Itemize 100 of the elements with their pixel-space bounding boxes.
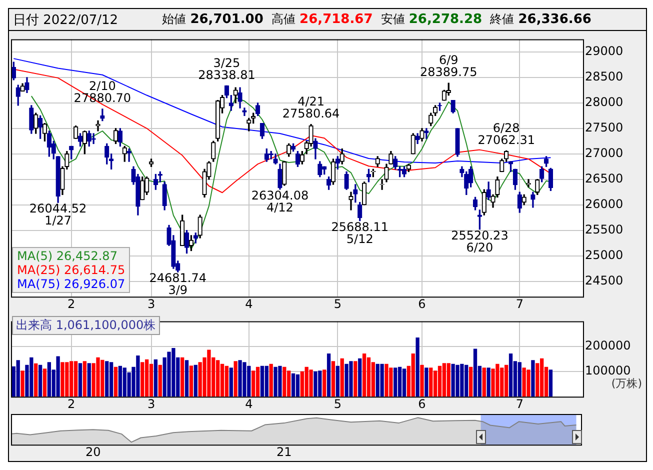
x-tick-label: 7 (516, 296, 524, 311)
y-tick-label: 29000 (585, 44, 624, 58)
bar (269, 364, 273, 397)
text: MA(25) 26,614.75 (17, 263, 126, 277)
bar (322, 370, 326, 397)
bar (38, 364, 42, 397)
bar (424, 368, 428, 397)
y-tick-label: 28000 (585, 95, 624, 110)
x-tick-label: 2 (68, 396, 76, 411)
bar (282, 366, 286, 397)
bar (526, 370, 530, 397)
bar (362, 354, 366, 397)
annotation: 26304.08 4/12 (251, 188, 309, 214)
annotation: 24681.74 3/9 (149, 271, 207, 298)
annotation: 6/9 28389.75 (420, 53, 478, 80)
bar (180, 357, 184, 397)
bar (260, 366, 264, 397)
bar (331, 361, 336, 397)
y-tick-label: 27500 (585, 120, 624, 135)
bar (224, 366, 229, 397)
bar (234, 361, 238, 397)
text: 終値 26,336.66 (490, 12, 592, 27)
y-tick-label: 25000 (585, 248, 624, 262)
bar (189, 366, 194, 397)
bar (336, 366, 340, 397)
bar (20, 370, 24, 397)
x-tick-label: 21 (276, 444, 292, 459)
bar (109, 362, 114, 397)
text: MA(5) 26,452.87 (17, 249, 118, 263)
annotation: 6/28 27062.31 (478, 120, 535, 147)
bar (420, 364, 424, 397)
bar (358, 358, 362, 397)
bar (144, 359, 149, 397)
bar (220, 364, 224, 397)
x-tick-label: 7 (516, 396, 524, 411)
bar (548, 370, 553, 397)
bar (402, 368, 406, 397)
bar (16, 360, 20, 397)
y-tick-label: 28500 (585, 70, 624, 84)
bar (486, 368, 490, 397)
x-tick-label: 5 (334, 296, 342, 311)
x-tick-label: 4 (245, 296, 253, 311)
chart-title: 日付 2022/07/12 (13, 12, 118, 28)
bar (149, 364, 154, 397)
y-tick-label: 25500 (585, 222, 624, 236)
bar (411, 354, 415, 397)
bar (309, 370, 313, 397)
x-tick-label: 4 (245, 396, 253, 411)
bar (354, 361, 358, 397)
x-tick-label: 3 (147, 296, 156, 311)
bar (296, 374, 300, 397)
y-tick-label: 26000 (585, 196, 624, 211)
annotation: 25520.23 6/20 (451, 228, 508, 254)
x-tick-label: 3 (147, 396, 156, 411)
bar (508, 354, 513, 397)
y-tick-label: 100000 (585, 364, 631, 378)
bar (82, 361, 87, 397)
y-tick-label: 200000 (585, 338, 631, 352)
bar (473, 348, 478, 397)
x-tick-label: 6 (418, 396, 426, 411)
bar (74, 361, 78, 397)
candlestick (348, 192, 354, 210)
bar (291, 373, 296, 397)
x-tick-label: 6 (418, 296, 426, 311)
x-tick-label: 20 (85, 444, 101, 459)
bar (442, 363, 446, 397)
bar (264, 366, 268, 397)
bar (118, 366, 122, 397)
bar (416, 337, 420, 397)
y-tick-label: 24500 (585, 273, 624, 288)
bar (398, 366, 402, 397)
x-tick-label: 2 (68, 296, 76, 311)
text: 安値 26,278.28 (380, 12, 482, 27)
candlestick (91, 133, 96, 144)
bar (366, 357, 371, 397)
bar (42, 368, 47, 397)
bar (229, 368, 233, 397)
bar (438, 366, 442, 397)
bar (87, 363, 91, 397)
bar (184, 360, 189, 397)
annotation: 4/21 27580.64 (282, 94, 340, 120)
bar (446, 363, 450, 397)
annotation: 3/25 28338.81 (198, 56, 256, 82)
bar (380, 364, 384, 397)
bar (482, 368, 486, 397)
bar (140, 362, 144, 397)
bar (34, 363, 38, 397)
text: 高値 26,718.67 (271, 12, 373, 27)
annotation: 25688.11 5/12 (331, 220, 388, 246)
chart-title: 出来高 1,061,100,000株 (12, 316, 160, 335)
bar (340, 358, 344, 397)
x-tick-label: 5 (334, 396, 342, 411)
bar (518, 362, 522, 397)
text: MA(75) 26,926.07 (17, 277, 126, 291)
y-tick-label: 27000 (585, 146, 624, 160)
bar (394, 368, 398, 397)
bar (326, 354, 331, 397)
y-tick-label: 26500 (585, 171, 624, 186)
bar (154, 359, 158, 397)
bar (314, 371, 318, 397)
